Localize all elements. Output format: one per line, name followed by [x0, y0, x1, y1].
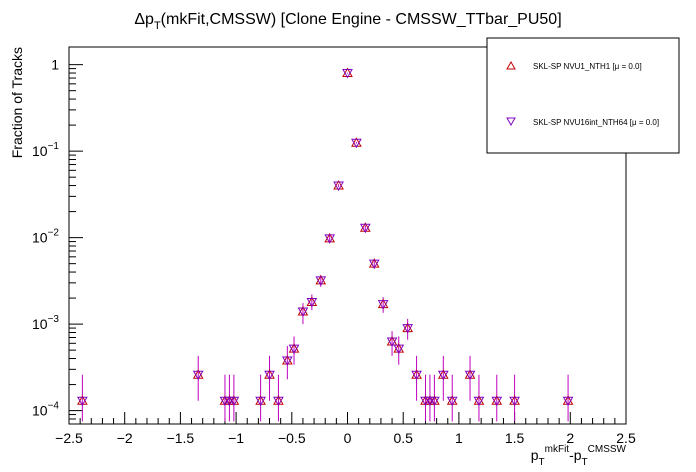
data-point: [411, 370, 422, 381]
x-tick-label: 1.5: [505, 430, 525, 446]
xlabel-sep: -: [569, 447, 574, 463]
y-axis-label: Fraction of Tracks: [9, 47, 25, 158]
x-tick-label: 1: [455, 430, 463, 446]
x-tick-label: −0.5: [278, 430, 306, 446]
data-point: [491, 396, 503, 407]
title-subscript: T: [154, 20, 161, 32]
data-layer: [77, 67, 574, 422]
xlabel-p2: p: [574, 447, 582, 463]
data-point: [386, 337, 398, 347]
title-suffix: (mkFit,CMSSW) [Clone Engine - CMSSW_TTba…: [161, 11, 562, 28]
data-point: [446, 396, 458, 407]
xlabel-p1: p: [531, 447, 539, 463]
data-point: [273, 396, 284, 407]
x-tick-label: 2.5: [616, 430, 636, 446]
xlabel-p2-sub: T: [582, 457, 588, 468]
data-point: [359, 223, 371, 234]
y-axis: 1 10−1 10−2 10−3 10−4: [32, 57, 83, 425]
legend-label-1: SKL-SP NVU1_NTH1 [μ = 0.0]: [533, 62, 642, 71]
xlabel-p2-sup: CMSSW: [588, 444, 627, 455]
legend-marker-up: [506, 60, 516, 70]
data-point: [402, 324, 414, 334]
data-point: [228, 396, 240, 407]
y-tick-label: 1: [51, 57, 59, 73]
data-point: [264, 370, 275, 381]
legend-box: [486, 37, 680, 154]
title-prefix: Δp: [134, 11, 154, 28]
data-point: [473, 396, 485, 407]
data-point: [393, 344, 405, 355]
legend: SKL-SP NVU1_NTH1 [μ = 0.0] SKL-SP NVU16i…: [486, 37, 680, 154]
data-point: [509, 396, 520, 407]
data-point: [437, 370, 449, 381]
data-point: [324, 234, 336, 244]
y-tick-label: 10−3: [32, 314, 59, 332]
y-tick-label: 10−2: [32, 228, 59, 246]
data-point: [281, 356, 293, 366]
data-point: [342, 69, 353, 79]
x-axis-label: pTmkFit-pTCMSSW: [531, 444, 627, 468]
xlabel-p1-sub: T: [539, 457, 545, 468]
legend-label-2: SKL-SP NVU16int_NTH64 [μ = 0.0]: [533, 118, 659, 127]
data-point: [297, 307, 309, 317]
chart-title: ΔpT(mkFit,CMSSW) [Clone Engine - CMSSW_T…: [134, 11, 561, 32]
y-tick-label: 10−4: [32, 401, 59, 419]
x-tick-label: 0: [344, 430, 352, 446]
data-point: [192, 370, 204, 381]
data-point: [377, 300, 389, 310]
data-point: [315, 276, 327, 286]
data-point: [306, 298, 318, 308]
data-point: [288, 344, 300, 355]
x-tick-label: 0.5: [393, 430, 413, 446]
x-axis: −2.5 −2 −1.5 −1 −0.5 0 0.5 1 1.5 2 2.5: [55, 412, 636, 446]
data-point: [351, 138, 362, 149]
x-tick-label: −1.5: [167, 430, 195, 446]
x-tick-label: 2: [566, 430, 574, 446]
x-tick-label: −2.5: [55, 430, 83, 446]
data-point: [77, 396, 88, 407]
data-point: [368, 259, 380, 270]
x-tick-label: −1: [228, 430, 244, 446]
x-tick-label: −2: [117, 430, 133, 446]
y-tick-label: 10−1: [32, 141, 59, 159]
data-point: [333, 181, 344, 192]
xlabel-p1-sup: mkFit: [545, 444, 570, 455]
data-point: [464, 370, 476, 381]
data-point: [255, 396, 266, 407]
data-point: [429, 396, 440, 407]
data-point: [562, 396, 574, 407]
legend-marker-down: [506, 117, 516, 127]
